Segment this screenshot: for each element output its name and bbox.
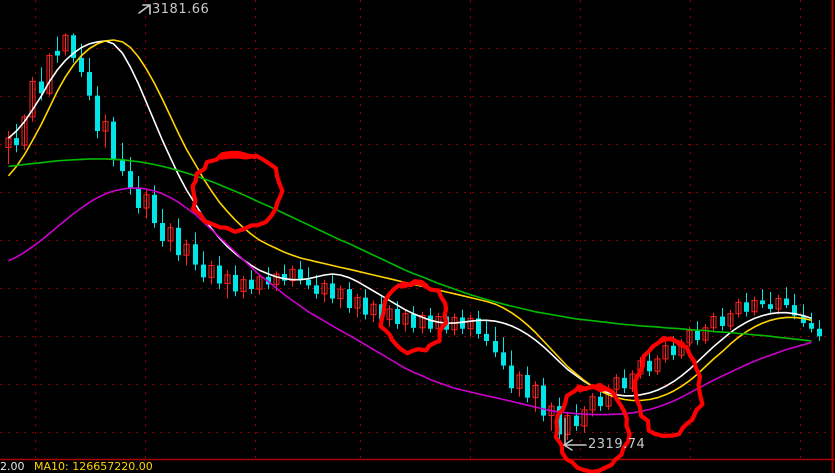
volume-indicator-panel[interactable]: 2.00 MA10: 126657220.00 [0, 461, 835, 473]
high-price-label: 3181.66 [152, 2, 210, 17]
low-price-label: 2319.74 [588, 437, 646, 452]
volume-ma10-label: MA10: 126657220.00 [34, 461, 153, 473]
volume-axis-value: 2.00 [0, 461, 25, 473]
